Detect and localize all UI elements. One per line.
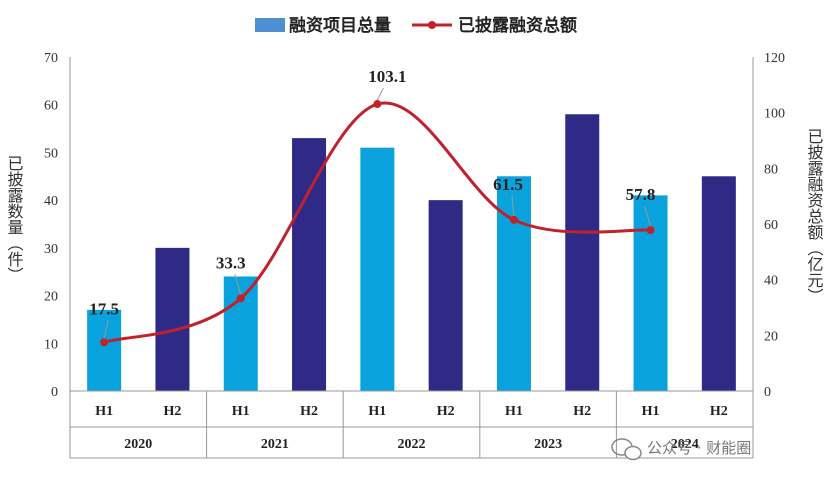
year-label: 2023 xyxy=(534,437,562,452)
x-tick-label: H2 xyxy=(437,404,455,419)
watermark: 公众号 · 财能圈 xyxy=(611,438,751,461)
x-tick-label: H1 xyxy=(642,404,660,419)
data-label: 17.5 xyxy=(89,299,119,318)
label-leader xyxy=(376,87,384,101)
bars xyxy=(87,114,736,391)
line-point xyxy=(100,338,109,347)
bar-2023-h1 xyxy=(496,176,531,391)
y-axis-right: 0 20 40 60 80 100 120 xyxy=(764,51,785,400)
y-tick-label: 40 xyxy=(44,194,58,209)
label-leader xyxy=(511,195,515,216)
y-axis-left: 0 10 20 30 40 50 60 70 xyxy=(44,51,58,400)
line-point xyxy=(646,226,655,235)
bar-2020-h1 xyxy=(87,309,122,391)
y-axis-title: 已披露数量（件） xyxy=(5,155,24,283)
data-label: 33.3 xyxy=(216,253,246,272)
line-series xyxy=(100,100,655,347)
x-axis-table: H1 H2 H1 H2 H1 H2 H1 H2 H1 H2 2020 2021 2022 2023 2024 xyxy=(69,390,754,459)
bar-2022-h2 xyxy=(428,200,463,391)
y-tick-label: 0 xyxy=(51,385,58,400)
label-leader xyxy=(644,205,652,227)
financing-amount-line xyxy=(103,101,651,344)
x-tick-label: H1 xyxy=(505,404,523,419)
y2-tick-label: 100 xyxy=(764,107,785,122)
x-tick-label: H1 xyxy=(95,404,113,419)
y2-tick-label: 40 xyxy=(764,274,778,289)
y2-tick-label: 80 xyxy=(764,162,778,177)
y2-tick-label: 60 xyxy=(764,218,778,233)
data-label: 61.5 xyxy=(493,175,523,194)
legend-bar-label: 融资项目总量 xyxy=(289,15,391,36)
bar-2021-h2 xyxy=(292,138,327,391)
axes xyxy=(69,57,754,391)
data-labels: 17.5 33.3 103.1 61.5 57.8 xyxy=(89,67,656,339)
bar-2020-h2 xyxy=(155,247,190,391)
line-point xyxy=(509,215,518,224)
x-tick-label: H1 xyxy=(368,404,386,419)
y2-tick-label: 20 xyxy=(764,329,778,344)
label-leader xyxy=(103,320,109,339)
x-tick-label: H2 xyxy=(710,404,728,419)
wechat-icon xyxy=(611,438,642,461)
bar-2023-h2 xyxy=(565,114,600,391)
bar-2024-h2 xyxy=(701,176,736,391)
legend: 融资项目总量 已披露融资总额 xyxy=(255,15,577,36)
watermark-text: 公众号 · 财能圈 xyxy=(647,439,751,457)
year-label: 2022 xyxy=(398,437,426,452)
y-tick-label: 50 xyxy=(44,146,58,161)
data-label: 103.1 xyxy=(368,67,406,86)
year-label: 2024 xyxy=(671,437,699,452)
x-tick-label: H1 xyxy=(232,404,250,419)
y-tick-label: 60 xyxy=(44,99,58,114)
x-tick-label: H2 xyxy=(300,404,318,419)
legend-line-label: 已披露融资总额 xyxy=(458,15,577,36)
y-tick-label: 10 xyxy=(44,337,58,352)
y-tick-label: 70 xyxy=(44,51,58,66)
x-tick-label: H2 xyxy=(573,404,591,419)
year-label: 2021 xyxy=(261,437,289,452)
line-point xyxy=(236,294,245,303)
y-tick-label: 20 xyxy=(44,290,58,305)
y2-tick-label: 120 xyxy=(764,51,785,66)
legend-bar-swatch xyxy=(255,18,285,32)
y2-tick-label: 0 xyxy=(764,385,771,400)
legend-line-marker xyxy=(428,21,436,29)
line-point xyxy=(373,100,382,109)
year-label: 2020 xyxy=(124,437,152,452)
bar-2022-h1 xyxy=(360,147,395,391)
x-tick-label: H2 xyxy=(164,404,182,419)
y2-axis-title: 已披露融资总额（亿元） xyxy=(805,128,824,304)
y-tick-label: 30 xyxy=(44,242,58,257)
label-leader xyxy=(234,274,242,295)
data-label: 57.8 xyxy=(626,185,656,204)
